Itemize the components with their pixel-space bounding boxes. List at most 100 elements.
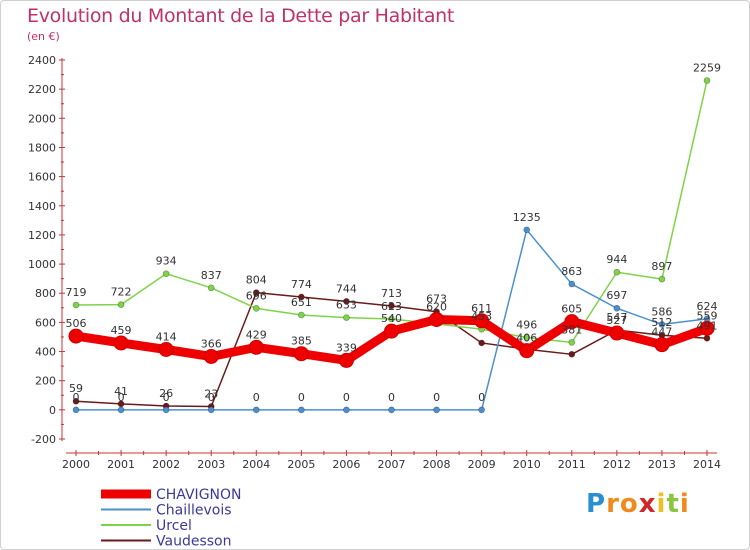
data-point-chavignon (113, 335, 129, 351)
data-label-chaillevois: 0 (478, 391, 485, 404)
x-tick-label: 2000 (62, 458, 90, 471)
x-tick-label: 2013 (648, 458, 676, 471)
y-tick-label: 2200 (28, 83, 56, 96)
data-label-chaillevois: 0 (163, 391, 170, 404)
data-point-vaudesson (388, 302, 395, 310)
data-label-chaillevois: 0 (343, 391, 350, 404)
data-label-chaillevois: 0 (73, 391, 80, 404)
data-point-vaudesson (343, 298, 350, 305)
data-label-urcel: 897 (651, 260, 672, 273)
data-label-chavignon: 414 (156, 330, 177, 343)
data-point-vaudesson (703, 334, 711, 342)
data-point-chavignon (158, 341, 174, 357)
legend-label-chaillevois: Chaillevois (156, 503, 232, 519)
data-label-chavignon: 605 (561, 303, 582, 316)
data-point-chaillevois (613, 304, 621, 312)
y-tick-label: 200 (35, 375, 56, 388)
legend-label-chavignon: CHAVIGNON (156, 487, 242, 503)
data-label-vaudesson: 59 (69, 382, 83, 395)
data-point-chaillevois (523, 226, 531, 234)
data-point-vaudesson (568, 350, 576, 358)
data-label-chaillevois: 624 (697, 300, 718, 313)
proxiti-logo: Proxiti (586, 489, 690, 519)
data-point-chavignon (699, 320, 715, 336)
data-label-chaillevois: 0 (208, 391, 215, 404)
data-point-vaudesson (298, 293, 305, 301)
data-label-chaillevois: 586 (651, 305, 672, 318)
logo-letter: x (638, 489, 657, 519)
data-label-urcel: 633 (336, 299, 357, 312)
x-tick-label: 2011 (558, 458, 586, 471)
data-point-chavignon (384, 323, 399, 339)
data-point-chaillevois (207, 406, 215, 414)
y-tick-label: 0 (49, 404, 56, 417)
data-label-chaillevois: 0 (118, 391, 125, 404)
data-label-chavignon: 540 (381, 312, 402, 325)
data-label-vaudesson: 804 (246, 274, 267, 287)
data-point-chavignon (429, 311, 445, 327)
x-tick-label: 2014 (693, 458, 721, 471)
x-tick-label: 2004 (242, 458, 270, 471)
data-label-vaudesson: 26 (159, 387, 173, 400)
data-label-urcel: 722 (111, 286, 132, 299)
data-point-chaillevois (298, 406, 305, 414)
data-label-chaillevois: 863 (561, 265, 582, 278)
x-tick-label: 2003 (197, 458, 225, 471)
data-point-chavignon (68, 328, 84, 344)
y-tick-label: 1400 (28, 200, 56, 213)
data-point-chavignon (338, 352, 354, 368)
data-point-chaillevois (388, 406, 395, 414)
data-point-chaillevois (72, 406, 80, 414)
data-label-vaudesson: 23 (204, 387, 218, 400)
data-point-urcel (207, 284, 215, 292)
data-point-urcel (117, 301, 125, 308)
data-point-urcel (252, 305, 260, 312)
data-point-vaudesson (72, 397, 80, 405)
data-label-chavignon: 366 (201, 337, 222, 350)
data-label-vaudesson: 41 (114, 385, 128, 398)
data-label-chavignon: 620 (426, 300, 447, 313)
data-label-urcel: 623 (381, 300, 402, 313)
data-label-vaudesson: 713 (381, 287, 402, 300)
chart-subtitle: (en €) (27, 30, 60, 43)
data-label-urcel: 696 (246, 289, 267, 302)
data-point-urcel (162, 270, 170, 278)
data-point-urcel (388, 315, 395, 323)
data-point-urcel (523, 334, 531, 341)
data-label-urcel: 381 (561, 323, 582, 336)
logo-letter: o (619, 489, 639, 519)
data-point-chavignon (203, 348, 219, 364)
data-label-urcel: 719 (66, 286, 87, 299)
data-label-vaudesson: 512 (651, 316, 672, 329)
data-label-chavignon: 429 (246, 328, 267, 341)
y-tick-label: 400 (35, 346, 56, 359)
data-label-urcel: 837 (201, 269, 222, 282)
data-point-chaillevois (162, 406, 170, 414)
data-point-urcel (613, 268, 621, 276)
data-point-urcel (568, 339, 576, 346)
x-tick-label: 2002 (152, 458, 180, 471)
data-label-chavignon: 447 (651, 326, 672, 339)
x-tick-label: 2008 (423, 458, 451, 471)
data-point-chaillevois (568, 280, 576, 288)
data-point-chavignon (564, 314, 580, 330)
y-tick-label: 1800 (28, 141, 56, 154)
x-tick-label: 2006 (332, 458, 360, 471)
y-tick-label: 1200 (28, 229, 56, 242)
y-tick-label: -200 (31, 433, 56, 446)
y-tick-label: 2000 (28, 112, 56, 125)
data-point-chavignon (609, 325, 625, 341)
data-label-chavignon: 527 (606, 314, 627, 327)
data-label-chavignon: 339 (336, 341, 357, 354)
data-label-chaillevois: 1235 (513, 211, 541, 224)
x-tick-label: 2010 (513, 458, 541, 471)
data-label-vaudesson: 491 (697, 319, 718, 332)
data-point-chavignon (519, 343, 535, 359)
data-point-chaillevois (478, 406, 485, 414)
data-label-chaillevois: 0 (433, 391, 440, 404)
data-label-urcel: 2259 (693, 62, 721, 75)
data-label-chavignon: 506 (66, 317, 87, 330)
logo-letter: t (666, 489, 680, 519)
